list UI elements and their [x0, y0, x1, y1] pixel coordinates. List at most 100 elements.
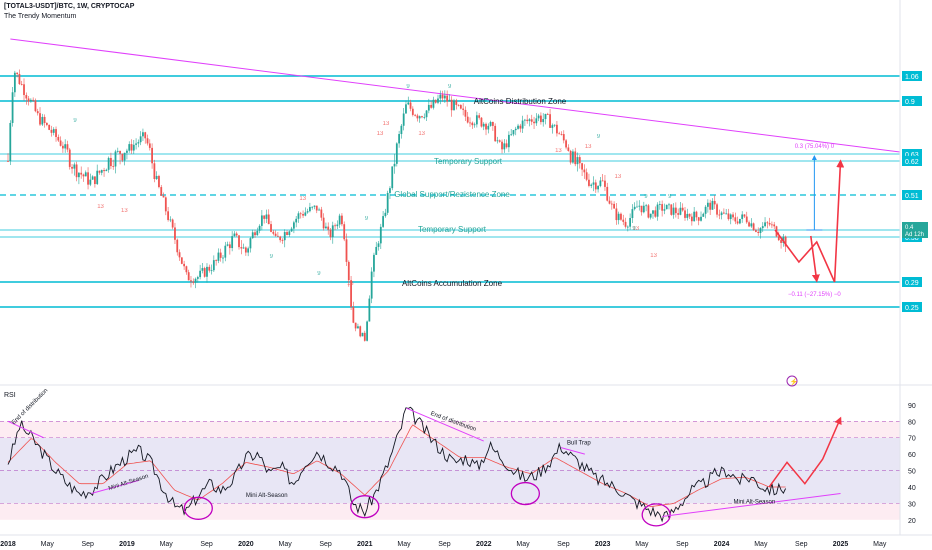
rsi-y-tick: 20	[908, 518, 916, 525]
rsi-annotation: End of distribution	[11, 388, 49, 426]
candle-body	[222, 257, 224, 259]
candle-body	[592, 182, 595, 185]
chart-symbol-title: [TOTAL3-USDT]/BTC, 1W, CRYPTOCAP	[4, 3, 135, 10]
x-tick-label: May	[160, 541, 174, 548]
x-tick-label: May	[278, 541, 292, 548]
candle-body	[544, 113, 547, 120]
candle-body	[535, 118, 538, 124]
candle-body	[228, 244, 231, 249]
candle-body	[583, 169, 586, 173]
x-tick-label: 2018	[0, 541, 16, 548]
candle-body	[622, 219, 625, 222]
rsi-annotation: Bull Trap	[567, 440, 591, 446]
candle-body	[647, 205, 650, 218]
rsi-y-tick: 70	[908, 436, 916, 443]
candle-body	[537, 115, 540, 119]
candle-body	[219, 252, 222, 258]
rsi-overbought-band	[0, 421, 900, 438]
candle-body	[210, 270, 213, 272]
candle-body	[693, 211, 696, 222]
candle-body	[464, 109, 467, 117]
rsi-pane: 90 80 70 60 50 40 30 20 End of distribution Mini …	[0, 388, 916, 527]
projection-path	[774, 159, 845, 283]
candle-body	[480, 117, 483, 127]
candle-body	[71, 166, 73, 169]
candle-body	[224, 245, 227, 258]
candle-body	[276, 235, 279, 237]
level-tag-8: 0.25	[905, 305, 919, 312]
candle-body	[52, 129, 55, 133]
candle-body	[94, 176, 96, 185]
level-tag-bg-8	[902, 302, 922, 312]
candle-body	[361, 332, 364, 337]
candle-body	[55, 129, 57, 137]
level-tag-bg-3	[902, 156, 922, 166]
lightning-glyph: ⚡	[790, 377, 799, 386]
candle-body	[176, 239, 179, 253]
candle-body	[565, 140, 567, 148]
candle-body	[226, 244, 229, 246]
candle-body	[110, 157, 112, 167]
current-price-tag-text: Ad 12h	[905, 232, 924, 238]
rsi-ma-line	[7, 424, 786, 508]
candle-body	[66, 144, 69, 150]
candle-body	[185, 266, 188, 273]
x-tick-label: Sep	[319, 541, 332, 548]
candle-body	[780, 240, 782, 243]
candle-body	[540, 115, 542, 123]
candle-body	[697, 217, 700, 221]
candle-body	[512, 130, 515, 135]
x-tick-label: Sep	[557, 541, 570, 548]
candle-body	[27, 98, 30, 102]
candle-body	[453, 100, 455, 111]
candle-body	[411, 108, 414, 115]
x-tick-label: 2020	[238, 541, 254, 548]
candle-body	[34, 100, 37, 112]
candle-body	[448, 99, 451, 102]
candle-body	[649, 213, 652, 218]
candle-body	[469, 122, 471, 124]
sequence-number: 9	[644, 194, 648, 200]
x-tick-label: 2019	[119, 541, 135, 548]
x-tick-label: Sep	[81, 541, 94, 548]
sequence-number: 13	[299, 196, 306, 202]
measure-bottom-label: −0.11 (−27.15%) −0	[788, 292, 841, 298]
candle-body	[752, 223, 755, 231]
candle-body	[82, 174, 85, 177]
candle-body	[654, 210, 657, 217]
candle-body	[322, 217, 325, 229]
sequence-number: 9	[668, 194, 672, 200]
candle-body	[686, 213, 689, 218]
candle-body	[199, 270, 202, 278]
candle-body	[757, 231, 760, 233]
candle-body	[633, 206, 636, 210]
candle-body	[164, 197, 167, 212]
candle-body	[784, 236, 787, 247]
candle-body	[89, 179, 92, 185]
sequence-number: 9	[73, 118, 77, 124]
candle-body	[501, 141, 503, 150]
candle-body	[130, 144, 133, 151]
candle-body	[560, 134, 563, 135]
candle-body	[700, 216, 702, 221]
candle-body	[366, 321, 368, 341]
candle-body	[183, 263, 186, 267]
candle-body	[588, 179, 590, 186]
measure-top-label: 0.3 (75.04%) 0	[795, 144, 835, 150]
candle-body	[247, 248, 250, 253]
candle-body	[48, 124, 51, 130]
candle-body	[231, 236, 234, 249]
candle-body	[171, 219, 174, 228]
candle-body	[105, 169, 108, 172]
candle-body	[281, 240, 284, 241]
candle-body	[601, 180, 604, 182]
lightning-icon[interactable]	[786, 375, 798, 387]
sequence-number: 13	[121, 208, 128, 214]
candle-body	[597, 186, 599, 190]
candle-body	[610, 203, 613, 205]
candle-body	[59, 140, 62, 146]
candle-body	[736, 221, 739, 224]
candle-body	[386, 192, 389, 213]
candle-body	[283, 232, 286, 241]
